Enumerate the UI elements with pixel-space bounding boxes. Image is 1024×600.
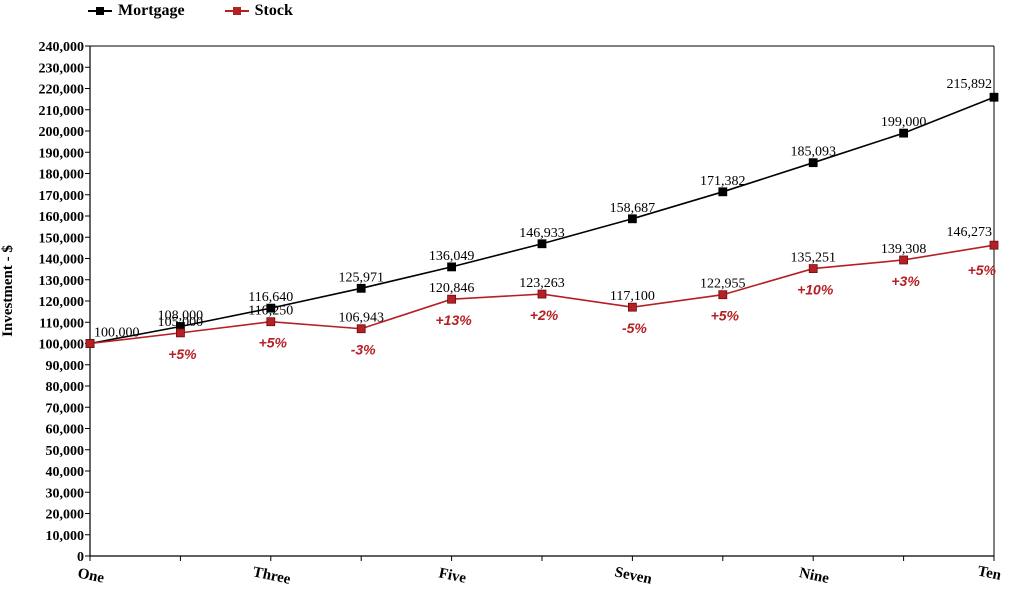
legend-label-mortgage: Mortgage — [118, 2, 185, 19]
x-tick-label: Five — [437, 565, 468, 586]
x-tick-label: One — [76, 565, 106, 586]
change-annotation: +3% — [891, 273, 920, 289]
mortgage-data-label: 146,933 — [519, 226, 565, 241]
mortgage-point — [537, 239, 547, 249]
stock-data-label: 105,000 — [158, 315, 204, 330]
mortgage-point — [808, 158, 818, 168]
stock-point — [447, 294, 457, 304]
y-tick-label: 120,000 — [39, 295, 85, 310]
stock-point — [175, 328, 185, 338]
y-tick-label: 210,000 — [39, 104, 85, 119]
stock-point — [899, 255, 908, 265]
mortgage-point — [899, 128, 908, 138]
x-tick-label: Seven — [613, 564, 654, 588]
y-axis-label: Investment - $ — [0, 245, 16, 337]
stock-data-label: 110,250 — [248, 304, 293, 319]
legend-swatch-mortgage — [88, 6, 112, 16]
stock-point — [356, 324, 366, 334]
y-tick-label: 200,000 — [39, 125, 85, 140]
y-tick-label: 100,000 — [39, 338, 85, 353]
y-tick-label: 180,000 — [39, 168, 85, 183]
mortgage-point — [628, 214, 637, 224]
stock-data-label: 120,846 — [429, 281, 475, 296]
y-tick-label: 140,000 — [39, 253, 85, 268]
mortgage-data-label: 215,892 — [947, 77, 993, 92]
change-annotation: +5% — [711, 308, 740, 324]
y-tick-label: 70,000 — [46, 401, 85, 416]
stock-data-label: 146,273 — [947, 225, 993, 240]
stock-point — [718, 290, 728, 300]
y-tick-label: 240,000 — [39, 40, 85, 55]
y-tick-label: 80,000 — [46, 380, 85, 395]
stock-point — [85, 339, 95, 348]
y-tick-label: 50,000 — [46, 444, 85, 459]
legend-swatch-stock — [224, 6, 249, 16]
mortgage-data-label: 125,971 — [338, 270, 384, 285]
y-tick-label: 170,000 — [39, 189, 85, 204]
mortgage-point — [989, 92, 999, 102]
y-tick-label: 160,000 — [39, 210, 85, 225]
stock-data-label: 139,308 — [881, 242, 927, 257]
y-tick-label: 20,000 — [46, 508, 85, 523]
change-annotation: +5% — [968, 262, 997, 278]
mortgage-data-label: 185,093 — [790, 145, 836, 160]
mortgage-data-label: 136,049 — [429, 249, 475, 264]
mortgage-point — [447, 262, 457, 272]
mortgage-data-label: 116,640 — [248, 290, 293, 305]
change-annotation: +5% — [168, 346, 197, 362]
y-tick-label: 10,000 — [46, 529, 85, 544]
stock-point — [537, 289, 547, 299]
x-tick-label: Nine — [798, 565, 831, 587]
y-tick-label: 30,000 — [46, 486, 85, 501]
change-annotation: +5% — [259, 335, 288, 351]
legend-item-mortgage: Mortgage — [88, 2, 185, 20]
stock-point — [989, 240, 999, 250]
mortgage-data-label: 100,000 — [94, 326, 140, 341]
y-tick-label: 110,000 — [39, 316, 84, 331]
mortgage-point — [266, 303, 276, 313]
mortgage-point — [718, 187, 728, 197]
y-tick-label: 220,000 — [39, 83, 85, 98]
x-tick-label: Ten — [976, 563, 1003, 584]
stock-data-label: 117,100 — [610, 289, 655, 304]
legend-item-stock: Stock — [224, 2, 293, 20]
y-tick-label: 0 — [77, 550, 84, 565]
y-tick-label: 90,000 — [46, 359, 85, 374]
mortgage-data-label: 158,687 — [610, 201, 656, 216]
stock-point — [808, 264, 818, 273]
stock-data-label: 106,943 — [338, 311, 384, 326]
y-tick-label: 190,000 — [39, 146, 85, 161]
change-annotation: -3% — [351, 342, 376, 358]
y-tick-label: 150,000 — [39, 231, 85, 246]
mortgage-data-label: 171,382 — [700, 174, 746, 189]
stock-data-label: 123,263 — [519, 276, 565, 291]
y-tick-label: 40,000 — [46, 465, 85, 480]
mortgage-data-label: 199,000 — [881, 115, 927, 130]
stock-point — [628, 302, 637, 312]
change-annotation: +13% — [435, 312, 472, 328]
mortgage-point — [356, 283, 366, 293]
legend: Mortgage Stock — [88, 2, 293, 20]
y-tick-label: 60,000 — [46, 423, 85, 438]
change-annotation: +2% — [530, 307, 559, 323]
stock-point — [266, 317, 276, 327]
mortgage-data-label: 108,000 — [158, 309, 204, 324]
legend-label-stock: Stock — [254, 2, 293, 19]
change-annotation: +10% — [797, 282, 834, 298]
stock-data-label: 135,251 — [790, 251, 836, 266]
y-tick-label: 130,000 — [39, 274, 85, 289]
x-tick-label: Three — [251, 564, 292, 588]
change-annotation: -5% — [622, 320, 647, 336]
y-tick-label: 230,000 — [39, 61, 85, 76]
stock-data-label: 122,955 — [700, 277, 746, 292]
